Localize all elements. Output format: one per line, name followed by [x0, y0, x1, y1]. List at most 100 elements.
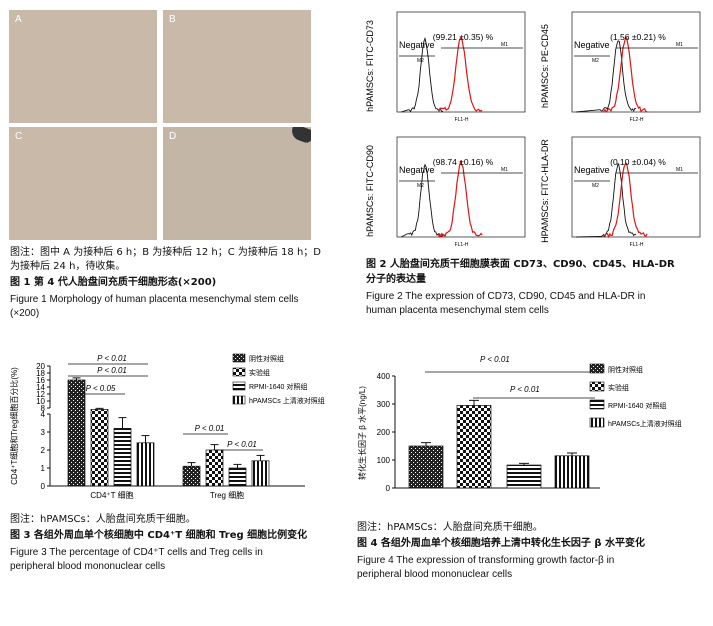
bar	[252, 461, 269, 486]
flow-ylabel: hPAMSCs: FITC-CD73	[365, 20, 375, 112]
y-tick-label: 100	[377, 456, 391, 465]
y-tick-label: 3	[41, 428, 46, 437]
flow-negative-label: Negative	[574, 165, 610, 175]
micrograph-a: A	[9, 10, 157, 123]
flow-xlabel: FL2-H	[630, 117, 644, 123]
flow-ylabel: hPAMSCs: PE-CD45	[540, 24, 550, 108]
figure1-title-en-line1: Figure 1 Morphology of human placenta me…	[10, 293, 340, 307]
flow-panel-2: hPAMSCs: FITC-CD90 Negative M2 (98.74 ±0.16…	[365, 137, 525, 248]
flow-negative-curve	[576, 41, 636, 112]
flow-sample-curve	[439, 38, 482, 112]
figure4-title-en-line1: Figure 4 The expression of transforming …	[357, 554, 707, 568]
flow-negative-curve	[401, 165, 443, 237]
significance-label: P < 0.01	[227, 440, 257, 449]
bar	[68, 380, 85, 486]
flow-m2-label: M2	[592, 183, 599, 189]
legend-label: RPMI-1640 对照组	[249, 382, 307, 391]
legend-label: 阴性对照组	[249, 354, 284, 363]
y-axis-title: CD4⁺T细胞和Treg细胞百分比(%)	[9, 367, 19, 485]
y-tick-label: 400	[377, 372, 391, 381]
bar	[409, 446, 443, 488]
bar	[91, 409, 108, 486]
y-tick-label: 4	[41, 410, 46, 419]
legend-swatch	[233, 396, 245, 404]
figure4-title-en-line2: peripheral blood mononuclear cells	[357, 568, 707, 582]
bar	[555, 456, 589, 488]
figure3-title-en-line1: Figure 3 The percentage of CD4⁺T cells a…	[10, 546, 350, 560]
bar	[229, 468, 246, 486]
flow-negative-label: Negative	[399, 40, 435, 50]
legend-label: hPAMSCs 上清液对照组	[249, 396, 325, 405]
flow-m2-label: M2	[417, 58, 424, 64]
figure1-title-en-line2: (×200)	[10, 307, 340, 321]
micrograph-b: B	[163, 10, 311, 123]
y-tick-label: 0	[386, 484, 391, 493]
figure4-note: 图注：hPAMSCs：人胎盘间充质干细胞。	[357, 521, 697, 535]
legend-swatch	[590, 382, 604, 391]
figure2-title-en-line2: human placenta mesenchymal stem cells	[366, 304, 711, 318]
flow-panel-1: hPAMSCs: PE-CD45 Negative M2 (1.56 ±0.21) %…	[540, 12, 700, 123]
micrograph-c: C	[9, 127, 157, 240]
flow-negative-label: Negative	[399, 165, 435, 175]
flow-m1-label: M1	[501, 42, 508, 48]
bar	[206, 450, 223, 486]
y-tick-label: 20	[36, 362, 45, 371]
flow-m2-label: M2	[417, 183, 424, 189]
legend-swatch	[590, 418, 604, 427]
flow-ylabel: hPAMSCs: FITC-CD90	[365, 145, 375, 237]
bar	[114, 428, 131, 486]
bar	[183, 466, 200, 486]
flow-panel-0: hPAMSCs: FITC-CD73 Negative M2 (99.21 ±0.35…	[365, 12, 525, 123]
figure2-title-cn-line1: 图 2 人胎盘间充质干细胞膜表面 CD73、CD90、CD45、HLA-DR	[366, 258, 706, 272]
legend-label: 实验组	[249, 368, 270, 377]
figure2-title-en-line1: Figure 2 The expression of CD73, CD90, C…	[366, 290, 711, 304]
x-category-label: Treg 细胞	[210, 490, 244, 500]
bar	[137, 443, 154, 486]
legend-swatch	[233, 368, 245, 376]
legend-swatch	[590, 400, 604, 409]
flow-sample-curve	[604, 163, 647, 237]
figure4-title-cn: 图 4 各组外周血单个核细胞培养上清中转化生长因子 β 水平变化	[357, 537, 707, 551]
significance-label: P < 0.01	[480, 355, 510, 364]
y-tick-label: 2	[41, 446, 46, 455]
figure1-title-cn: 图 1 第 4 代人胎盘间充质干细胞形态(×200)	[10, 276, 330, 290]
legend-label: hPAMSCs上清液对照组	[608, 419, 682, 428]
figure3-title-en-line2: peripheral blood mononuclear cells	[10, 560, 350, 574]
significance-label: P < 0.01	[97, 366, 127, 375]
y-axis-title: 转化生长因子 β 水平(ng/L)	[357, 386, 367, 480]
legend-label: RPMI-1640 对照组	[608, 401, 666, 410]
flow-xlabel: FL1-H	[455, 242, 469, 248]
flow-m1-label: M1	[501, 167, 508, 173]
flow-m1-label: M1	[676, 42, 683, 48]
y-tick-label: 200	[377, 428, 391, 437]
figure1-note-line2: 为接种后 24 h，待收集。	[10, 260, 330, 274]
significance-label: P < 0.01	[510, 385, 540, 394]
bar	[457, 405, 491, 488]
y-tick-label: 300	[377, 400, 391, 409]
panel-letter-b: B	[169, 14, 176, 25]
y-tick-label: 0	[41, 482, 46, 491]
figure2-title-cn-line2: 分子的表达量	[366, 273, 706, 287]
flow-xlabel: FL1-H	[630, 242, 644, 248]
flow-m2-label: M2	[592, 58, 599, 64]
flow-xlabel: FL1-H	[455, 117, 469, 123]
panel-letter-c: C	[15, 131, 22, 142]
flow-panel-3: HPAMSCs: FITC-HLA-DR Negative M2 (0.10 ±0.0…	[540, 137, 700, 248]
bar	[507, 465, 541, 488]
flow-value-label: (98.74 ±0.16) %	[433, 157, 494, 167]
figure1-note-line1: 图注：图中 A 为接种后 6 h；B 为接种后 12 h；C 为接种后 18 h…	[10, 246, 330, 260]
cd4-treg-bar-chart: 810121416182001234CD4⁺T细胞和Treg细胞百分比(%)CD…	[5, 348, 345, 506]
legend-label: 实验组	[608, 383, 629, 392]
y-tick-label: 1	[41, 464, 46, 473]
micrograph-d: D	[163, 127, 311, 240]
flow-value-label: (99.21 ±0.35) %	[433, 32, 494, 42]
flow-negative-label: Negative	[574, 40, 610, 50]
legend-swatch	[233, 382, 245, 390]
x-category-label: CD4⁺T 细胞	[90, 490, 133, 500]
figure3-note: 图注：hPAMSCs：人胎盘间充质干细胞。	[10, 513, 340, 527]
tgf-beta-bar-chart: 0 100 200 300 400 转化生长因子 β 水平(ng/L) P < 0.01 P …	[355, 348, 710, 498]
legend-swatch	[590, 364, 604, 373]
significance-label: P < 0.05	[86, 384, 116, 393]
flow-value-label: (0.10 ±0.04) %	[610, 157, 666, 167]
legend-label: 阴性对照组	[608, 365, 643, 374]
